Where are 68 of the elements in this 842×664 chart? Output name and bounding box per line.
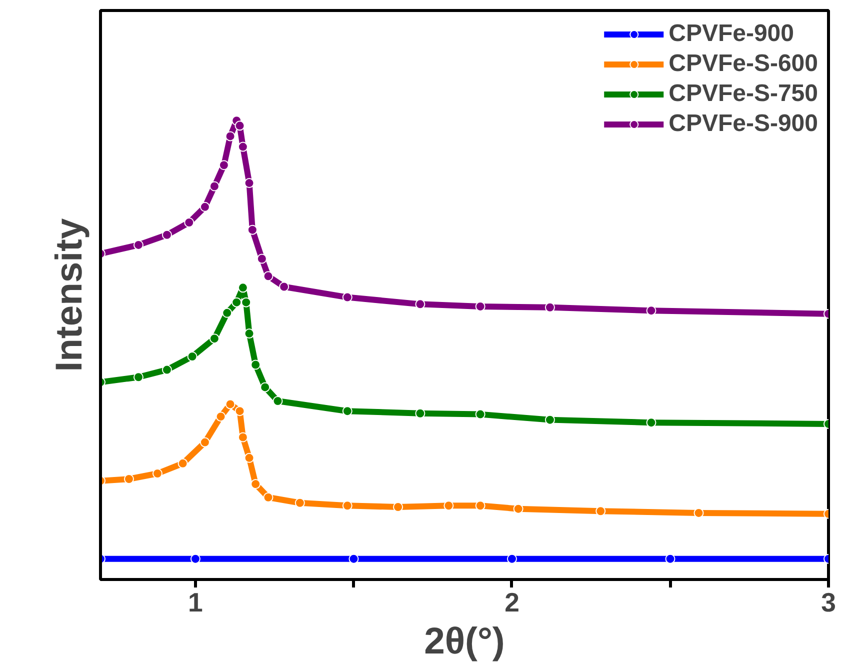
point [244, 452, 254, 463]
point [279, 282, 290, 292]
point [209, 181, 220, 192]
point [133, 372, 144, 382]
point [200, 202, 210, 212]
point [475, 409, 486, 420]
point [232, 297, 242, 308]
point [646, 418, 656, 428]
point [513, 504, 524, 514]
point [247, 224, 258, 235]
point [244, 178, 254, 188]
point [506, 554, 517, 564]
point [294, 498, 305, 508]
point [415, 299, 426, 310]
point [225, 131, 236, 142]
point [190, 554, 200, 564]
point [694, 508, 704, 518]
point [544, 414, 555, 425]
point [184, 218, 194, 228]
point [475, 500, 486, 511]
point [162, 230, 172, 240]
point [263, 271, 274, 282]
point [225, 399, 236, 410]
point [234, 406, 245, 416]
legend-label: CPVFe-S-600 [668, 50, 818, 78]
point [162, 364, 172, 375]
point [244, 328, 254, 339]
point [444, 500, 454, 511]
point [415, 408, 426, 418]
point [250, 479, 261, 490]
point [393, 502, 404, 512]
x-tick-label: 1 [188, 588, 204, 618]
legend-label: CPVFe-900 [668, 20, 794, 48]
point [544, 302, 555, 312]
point [187, 352, 198, 362]
point [272, 396, 283, 406]
point [209, 334, 220, 344]
point [596, 506, 606, 516]
point [152, 468, 162, 478]
point [178, 458, 188, 468]
point [260, 382, 270, 392]
point [348, 554, 359, 564]
point [218, 160, 229, 170]
point [238, 142, 248, 152]
point [238, 282, 248, 293]
point [124, 474, 134, 484]
point [241, 297, 252, 308]
point [475, 301, 486, 312]
x-tick-label: 3 [821, 588, 836, 618]
point [250, 360, 261, 370]
point [200, 437, 210, 448]
point [222, 308, 232, 318]
x-tick-label: 2 [504, 588, 520, 618]
x-axis-title: 2θ(°) [424, 620, 505, 662]
point [646, 306, 656, 316]
point [256, 254, 267, 264]
point [342, 500, 352, 511]
point [234, 120, 245, 131]
point [342, 406, 352, 416]
legend-label: CPVFe-S-750 [668, 80, 818, 108]
point [133, 240, 144, 250]
point [238, 432, 248, 442]
legend-label: CPVFe-S-900 [668, 110, 818, 138]
point [263, 492, 274, 502]
point [342, 292, 352, 302]
point [665, 554, 676, 564]
point [216, 412, 226, 422]
y-axis-title: Intensity [48, 218, 90, 372]
